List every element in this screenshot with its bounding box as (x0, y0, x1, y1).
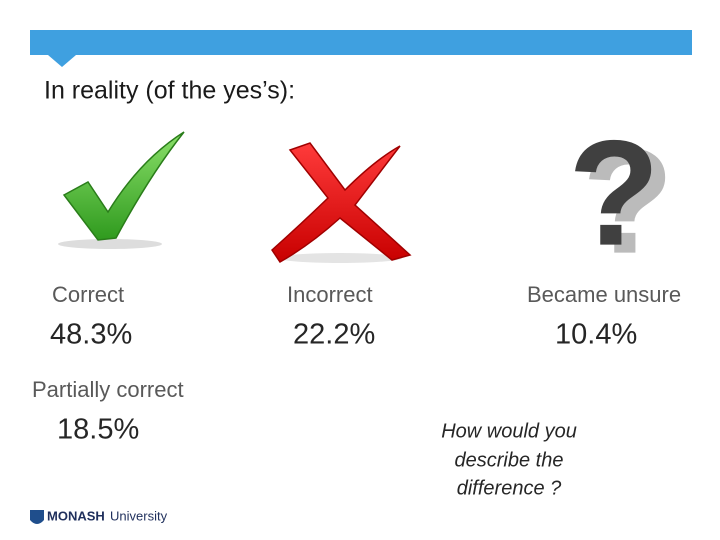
logo-name: MONASH (47, 508, 105, 523)
item-value: 48.3% (50, 319, 132, 351)
cross-icon (271, 142, 412, 263)
item-label: Incorrect (287, 282, 373, 307)
question-line: How would you (441, 420, 577, 442)
item-value: 18.5% (57, 414, 139, 446)
svg-text:?: ? (568, 109, 660, 277)
header-bar (30, 30, 692, 55)
question-line: difference ? (457, 477, 562, 499)
item-value: 10.4% (555, 319, 637, 351)
slide-title: In reality (of the yes’s): (44, 77, 295, 105)
logo-suffix: University (110, 508, 168, 523)
question-icon: ? ? (568, 109, 674, 285)
header-pointer (48, 55, 76, 67)
item-label: Became unsure (527, 282, 681, 307)
item-value: 22.2% (293, 319, 375, 351)
question-line: describe the (455, 449, 564, 471)
logo: MONASH University (30, 508, 168, 524)
check-icon (58, 131, 185, 249)
item-label: Partially correct (32, 377, 184, 402)
item-label: Correct (52, 282, 124, 307)
svg-text:?: ? (582, 117, 674, 285)
